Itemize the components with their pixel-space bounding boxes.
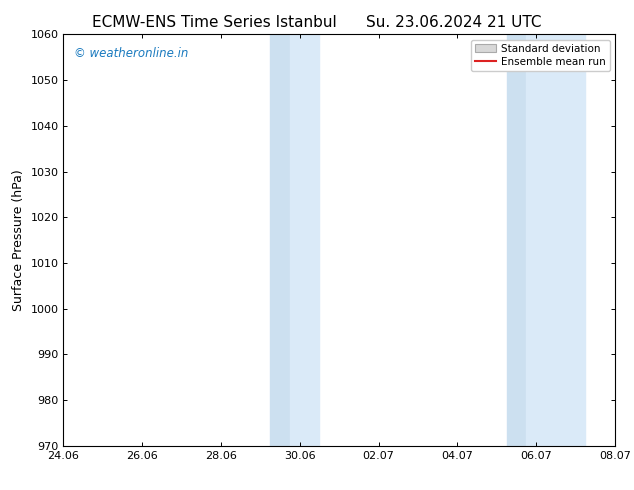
Text: ECMW-ENS Time Series Istanbul      Su. 23.06.2024 21 UTC: ECMW-ENS Time Series Istanbul Su. 23.06.… [93,15,541,30]
Bar [526,34,585,446]
Y-axis label: Surface Pressure (hPa): Surface Pressure (hPa) [12,169,25,311]
Bar [270,34,290,446]
Legend: Standard deviation, Ensemble mean run: Standard deviation, Ensemble mean run [470,40,610,71]
Bar [507,34,526,446]
Bar [290,34,320,446]
Text: © weatheronline.in: © weatheronline.in [74,47,189,60]
